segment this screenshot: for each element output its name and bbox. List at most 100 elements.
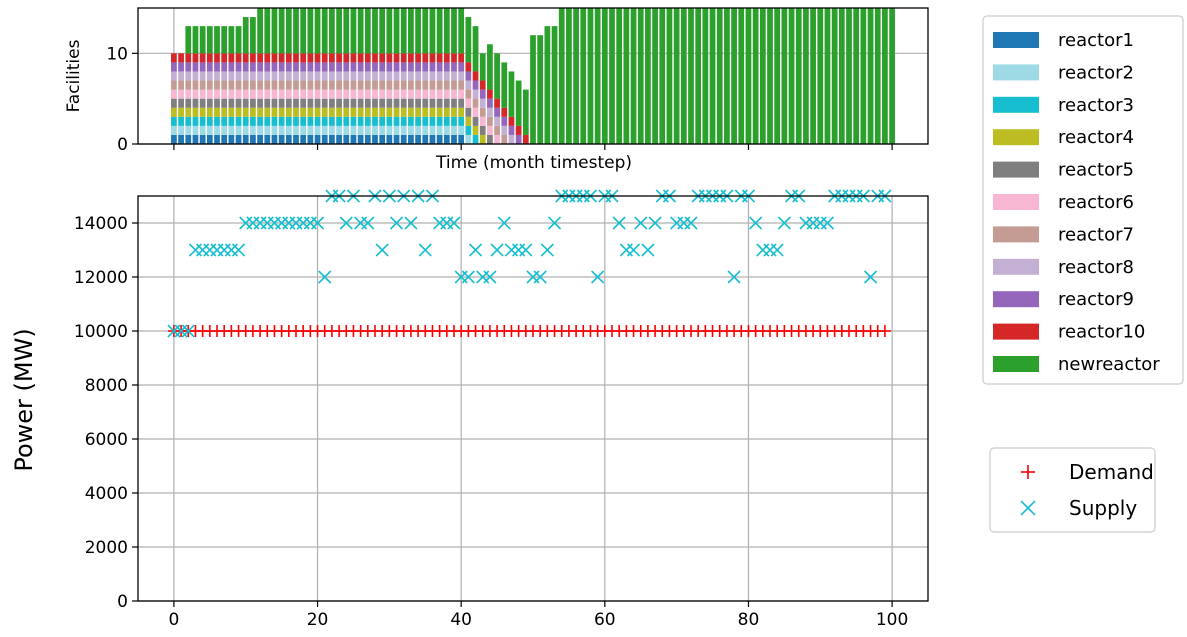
bar-reactor3: [386, 116, 393, 126]
bar-reactor5: [479, 125, 486, 135]
legend-label-reactor8: reactor8: [1058, 257, 1134, 278]
supply-point: [196, 243, 210, 257]
bar-reactor6: [343, 89, 350, 99]
facilities-ticks: 0 10: [106, 44, 893, 155]
bar-reactor4: [451, 107, 457, 117]
bar-reactor1: [271, 134, 278, 144]
supply-point: [770, 243, 784, 257]
bar-reactor4: [479, 134, 486, 144]
bar-reactor3: [372, 116, 378, 126]
bar-reactor9: [178, 62, 184, 72]
bar-newreactor: [738, 8, 745, 144]
bar-reactor1: [264, 134, 271, 144]
bar-reactor2: [242, 125, 249, 135]
bar-reactor6: [379, 89, 386, 99]
bar-newreactor: [616, 8, 623, 144]
supply-point: [519, 243, 533, 257]
bar-reactor2: [343, 125, 350, 135]
bar-reactor10: [314, 53, 321, 63]
legend-swatch-reactor8: [993, 258, 1039, 275]
bar-reactor9: [300, 62, 307, 72]
bar-newreactor: [724, 8, 730, 144]
bar-reactor8: [257, 71, 263, 81]
bar-reactor10: [264, 53, 271, 63]
supply-point: [619, 243, 633, 257]
bar-reactor6: [264, 89, 271, 99]
bar-newreactor: [329, 8, 335, 54]
bar-newreactor: [831, 8, 838, 144]
power-xtick-label: 100: [876, 610, 908, 630]
supply-marker-b: [375, 243, 389, 257]
bar-reactor8: [372, 71, 378, 81]
bar-reactor6: [206, 89, 213, 99]
supply-point: [684, 216, 698, 230]
bar-reactor2: [271, 125, 278, 135]
power-points: [167, 189, 892, 338]
bar-reactor5: [199, 98, 206, 108]
bar-reactor4: [228, 107, 235, 117]
bar-reactor9: [321, 62, 328, 72]
bar-reactor2: [400, 125, 407, 135]
bar-reactor9: [192, 62, 199, 72]
power-ytick-label: 14000: [74, 214, 128, 234]
bar-reactor9: [487, 98, 493, 108]
bar-newreactor: [580, 8, 587, 144]
facilities-legend: reactor1 reactor2 reactor3 reactor4 reactor5…: [982, 15, 1184, 385]
bar-reactor8: [192, 71, 199, 81]
supply-point: [648, 216, 662, 230]
bar-reactor4: [242, 107, 249, 117]
bar-newreactor: [357, 8, 364, 54]
legend-label-reactor1: reactor1: [1058, 30, 1134, 51]
supply-point: [763, 243, 777, 257]
bar-newreactor: [271, 8, 278, 54]
bar-reactor7: [329, 80, 335, 90]
bar-newreactor: [257, 8, 263, 54]
bar-reactor6: [408, 89, 414, 99]
bar-reactor8: [336, 71, 342, 81]
bar-reactor8: [501, 125, 508, 135]
bar-newreactor: [472, 26, 479, 72]
bar-newreactor: [558, 8, 565, 144]
bar-reactor1: [221, 134, 228, 144]
bar-reactor2: [314, 125, 321, 135]
supply-marker-b: [404, 216, 418, 230]
bar-newreactor: [551, 26, 558, 145]
bar-reactor10: [235, 53, 242, 63]
bar-reactor3: [314, 116, 321, 126]
legend-label-reactor3: reactor3: [1058, 95, 1134, 116]
bar-reactor4: [458, 107, 465, 117]
bar-reactor8: [228, 71, 235, 81]
bar-reactor6: [235, 89, 242, 99]
supply-point: [231, 243, 246, 257]
supply-marker-b: [770, 243, 784, 257]
bar-reactor7: [379, 80, 386, 90]
bar-reactor5: [185, 98, 192, 108]
bar-reactor6: [329, 89, 335, 99]
bar-reactor6: [293, 89, 299, 99]
bar-reactor9: [415, 62, 421, 72]
bar-reactor6: [285, 89, 292, 99]
bar-reactor8: [379, 71, 386, 81]
bar-reactor8: [472, 89, 479, 99]
bar-reactor10: [192, 53, 199, 63]
bar-reactor8: [300, 71, 307, 81]
bar-reactor10: [171, 53, 177, 63]
bar-reactor3: [350, 116, 357, 126]
bar-newreactor: [300, 8, 307, 54]
bar-reactor3: [393, 116, 400, 126]
bar-reactor9: [408, 62, 414, 72]
supply-point: [339, 216, 353, 230]
legend-swatch-reactor5: [993, 161, 1039, 178]
bar-newreactor: [422, 8, 429, 54]
bar-reactor7: [408, 80, 414, 90]
bar-reactor9: [436, 62, 443, 72]
bar-reactor10: [357, 53, 364, 63]
supply-point: [547, 216, 562, 230]
bar-reactor10: [458, 53, 465, 63]
bar-reactor10: [271, 53, 278, 63]
bar-newreactor: [487, 44, 493, 90]
bar-reactor6: [336, 89, 342, 99]
power-xtick-label: 40: [450, 610, 472, 630]
bar-reactor1: [386, 134, 393, 144]
bar-reactor7: [343, 80, 350, 90]
